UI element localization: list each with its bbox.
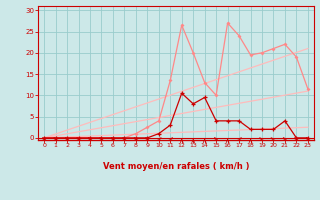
X-axis label: Vent moyen/en rafales ( km/h ): Vent moyen/en rafales ( km/h )	[103, 162, 249, 171]
